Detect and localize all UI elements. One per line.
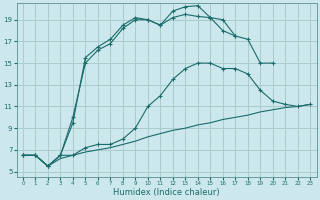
X-axis label: Humidex (Indice chaleur): Humidex (Indice chaleur) xyxy=(113,188,220,197)
